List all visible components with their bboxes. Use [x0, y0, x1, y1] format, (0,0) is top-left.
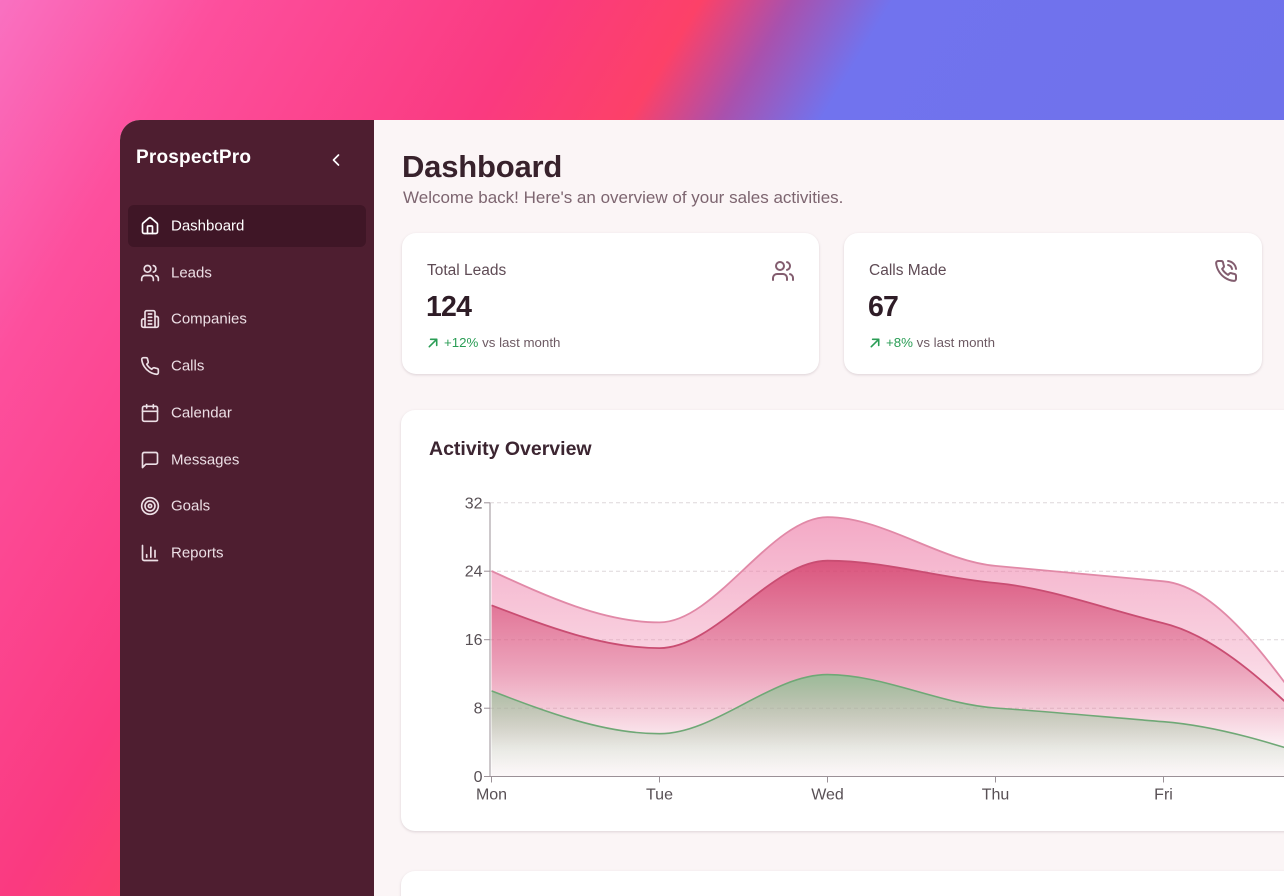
svg-text:16: 16: [464, 632, 482, 649]
svg-text:8: 8: [473, 701, 482, 718]
svg-text:Tue: Tue: [646, 787, 673, 804]
svg-text:Mon: Mon: [475, 787, 506, 804]
svg-text:24: 24: [464, 564, 482, 581]
svg-text:32: 32: [464, 495, 482, 512]
svg-text:Wed: Wed: [811, 787, 844, 804]
svg-text:Thu: Thu: [981, 787, 1009, 804]
svg-text:Fri: Fri: [1154, 787, 1173, 804]
svg-text:0: 0: [473, 769, 482, 786]
